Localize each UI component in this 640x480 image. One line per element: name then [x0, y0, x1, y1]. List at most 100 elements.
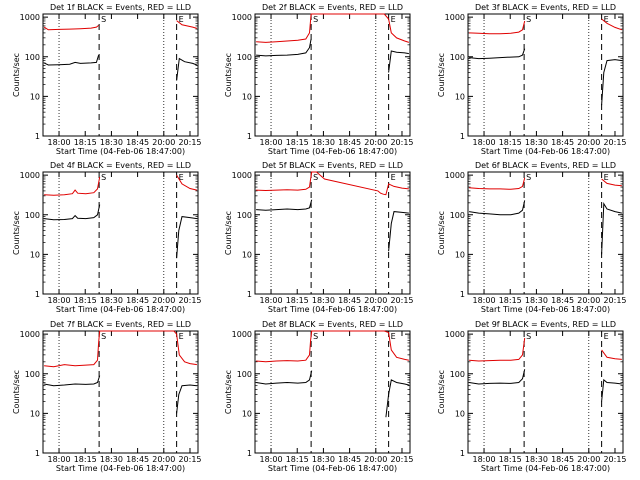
plot-frame: [254, 330, 411, 454]
x-tick-label: 18:15: [286, 455, 309, 464]
x-tick-label: 20:00: [364, 138, 387, 147]
y-tick-label: 100: [25, 211, 40, 220]
y-tick-label: 1: [35, 290, 40, 299]
x-tick-label: 18:00: [260, 296, 283, 305]
marker-label-e: E: [391, 15, 396, 24]
detector-panel-4: Det 4f BLACK = Events, RED = LLD 1 10 100 10…: [12, 161, 202, 314]
marker-label-s: S: [313, 173, 318, 182]
y-tick-label: 100: [25, 370, 40, 379]
x-tick-label: 18:00: [260, 455, 283, 464]
x-tick-label: 20:00: [577, 138, 600, 147]
plot-frame: [42, 13, 199, 137]
x-tick-label: 20:15: [603, 296, 626, 305]
x-tick-label: 18:45: [126, 455, 149, 464]
detector-panel-2: Det 2f BLACK = Events, RED = LLD 1 10 100 10…: [224, 3, 414, 156]
marker-label-s: S: [101, 173, 106, 182]
detector-panel-1: Det 1f BLACK = Events, RED = LLD 1 10 100 10…: [12, 3, 202, 156]
x-tick-label: 20:00: [577, 455, 600, 464]
marker-label-e: E: [179, 173, 184, 182]
y-tick-label: 10: [455, 92, 465, 101]
series-line-events: [256, 199, 409, 252]
series-line-events: [44, 375, 197, 414]
y-tick-label: 100: [450, 53, 465, 62]
y-tick-label: 1000: [445, 13, 465, 22]
series-line-events: [469, 48, 622, 106]
x-tick-label: 20:15: [178, 455, 201, 464]
x-tick-label: 18:00: [473, 296, 496, 305]
x-tick-label: 18:30: [525, 296, 548, 305]
x-tick-label: 18:15: [74, 138, 97, 147]
x-tick-label: 20:00: [577, 296, 600, 305]
x-tick-label: 18:45: [338, 138, 361, 147]
y-tick-label: 10: [242, 409, 252, 418]
series-line-events: [469, 369, 622, 402]
x-tick-label: 18:15: [286, 138, 309, 147]
x-tick-label: 20:15: [178, 138, 201, 147]
marker-label-s: S: [313, 332, 318, 341]
x-tick-label: 20:15: [603, 455, 626, 464]
x-tick-label: 18:15: [499, 138, 522, 147]
series-line-lld: [469, 337, 622, 362]
x-axis-label: Start Time (04-Feb-06 18:47:00): [56, 464, 185, 473]
x-tick-label: 18:15: [74, 296, 97, 305]
marker-label-s: S: [526, 15, 531, 24]
y-tick-label: 1000: [20, 13, 40, 22]
y-tick-label: 1000: [232, 330, 252, 339]
detector-panel-6: Det 6f BLACK = Events, RED = LLD 1 10 100 10…: [437, 161, 627, 314]
x-tick-label: 18:30: [525, 138, 548, 147]
y-axis-label: Counts/sec: [437, 211, 446, 255]
y-tick-label: 1000: [232, 171, 252, 180]
x-tick-label: 20:00: [152, 296, 175, 305]
series-line-lld: [256, 13, 410, 43]
y-axis-label: Counts/sec: [12, 53, 21, 97]
series-line-events: [256, 370, 410, 418]
marker-label-e: E: [604, 332, 609, 341]
series-line-lld: [43, 20, 198, 31]
panel-title: Det 1f BLACK = Events, RED = LLD: [50, 3, 191, 12]
y-tick-label: 1: [460, 449, 465, 458]
x-tick-label: 18:45: [338, 455, 361, 464]
x-tick-label: 20:00: [152, 455, 175, 464]
y-tick-label: 100: [450, 370, 465, 379]
x-tick-label: 18:45: [551, 296, 574, 305]
y-axis-label: Counts/sec: [224, 211, 233, 255]
x-tick-label: 18:30: [100, 296, 123, 305]
x-tick-label: 18:30: [100, 455, 123, 464]
x-axis-label: Start Time (04-Feb-06 18:47:00): [268, 305, 397, 314]
marker-label-s: S: [313, 15, 318, 24]
y-axis-label: Counts/sec: [12, 211, 21, 255]
series-line-events: [469, 200, 623, 255]
y-axis-label: Counts/sec: [437, 370, 446, 414]
y-tick-label: 10: [242, 92, 252, 101]
marker-label-e: E: [391, 173, 396, 182]
y-axis-label: Counts/sec: [12, 370, 21, 414]
marker-label-s: S: [101, 15, 106, 24]
series-line-lld: [256, 330, 409, 363]
marker-label-e: E: [179, 332, 184, 341]
y-tick-label: 1000: [20, 330, 40, 339]
panel-title: Det 7f BLACK = Events, RED = LLD: [50, 320, 191, 329]
plot-frame: [467, 171, 624, 295]
plot-frame: [467, 330, 624, 454]
x-tick-label: 20:15: [390, 455, 413, 464]
y-tick-label: 1: [460, 290, 465, 299]
x-axis-label: Start Time (04-Feb-06 18:47:00): [481, 147, 610, 156]
y-tick-label: 100: [25, 53, 40, 62]
plot-frame: [254, 13, 411, 137]
y-tick-label: 1: [35, 449, 40, 458]
x-tick-label: 18:15: [286, 296, 309, 305]
y-tick-label: 10: [455, 409, 465, 418]
marker-label-e: E: [391, 332, 396, 341]
marker-label-s: S: [101, 332, 106, 341]
x-tick-label: 18:45: [551, 455, 574, 464]
x-tick-label: 18:30: [312, 455, 335, 464]
panel-title: Det 9f BLACK = Events, RED = LLD: [475, 320, 616, 329]
y-tick-label: 1: [247, 132, 252, 141]
x-tick-label: 18:00: [473, 455, 496, 464]
panel-title: Det 3f BLACK = Events, RED = LLD: [475, 3, 616, 12]
series-line-lld: [44, 330, 197, 368]
y-axis-label: Counts/sec: [224, 370, 233, 414]
x-tick-label: 18:00: [473, 138, 496, 147]
y-tick-label: 10: [30, 409, 40, 418]
